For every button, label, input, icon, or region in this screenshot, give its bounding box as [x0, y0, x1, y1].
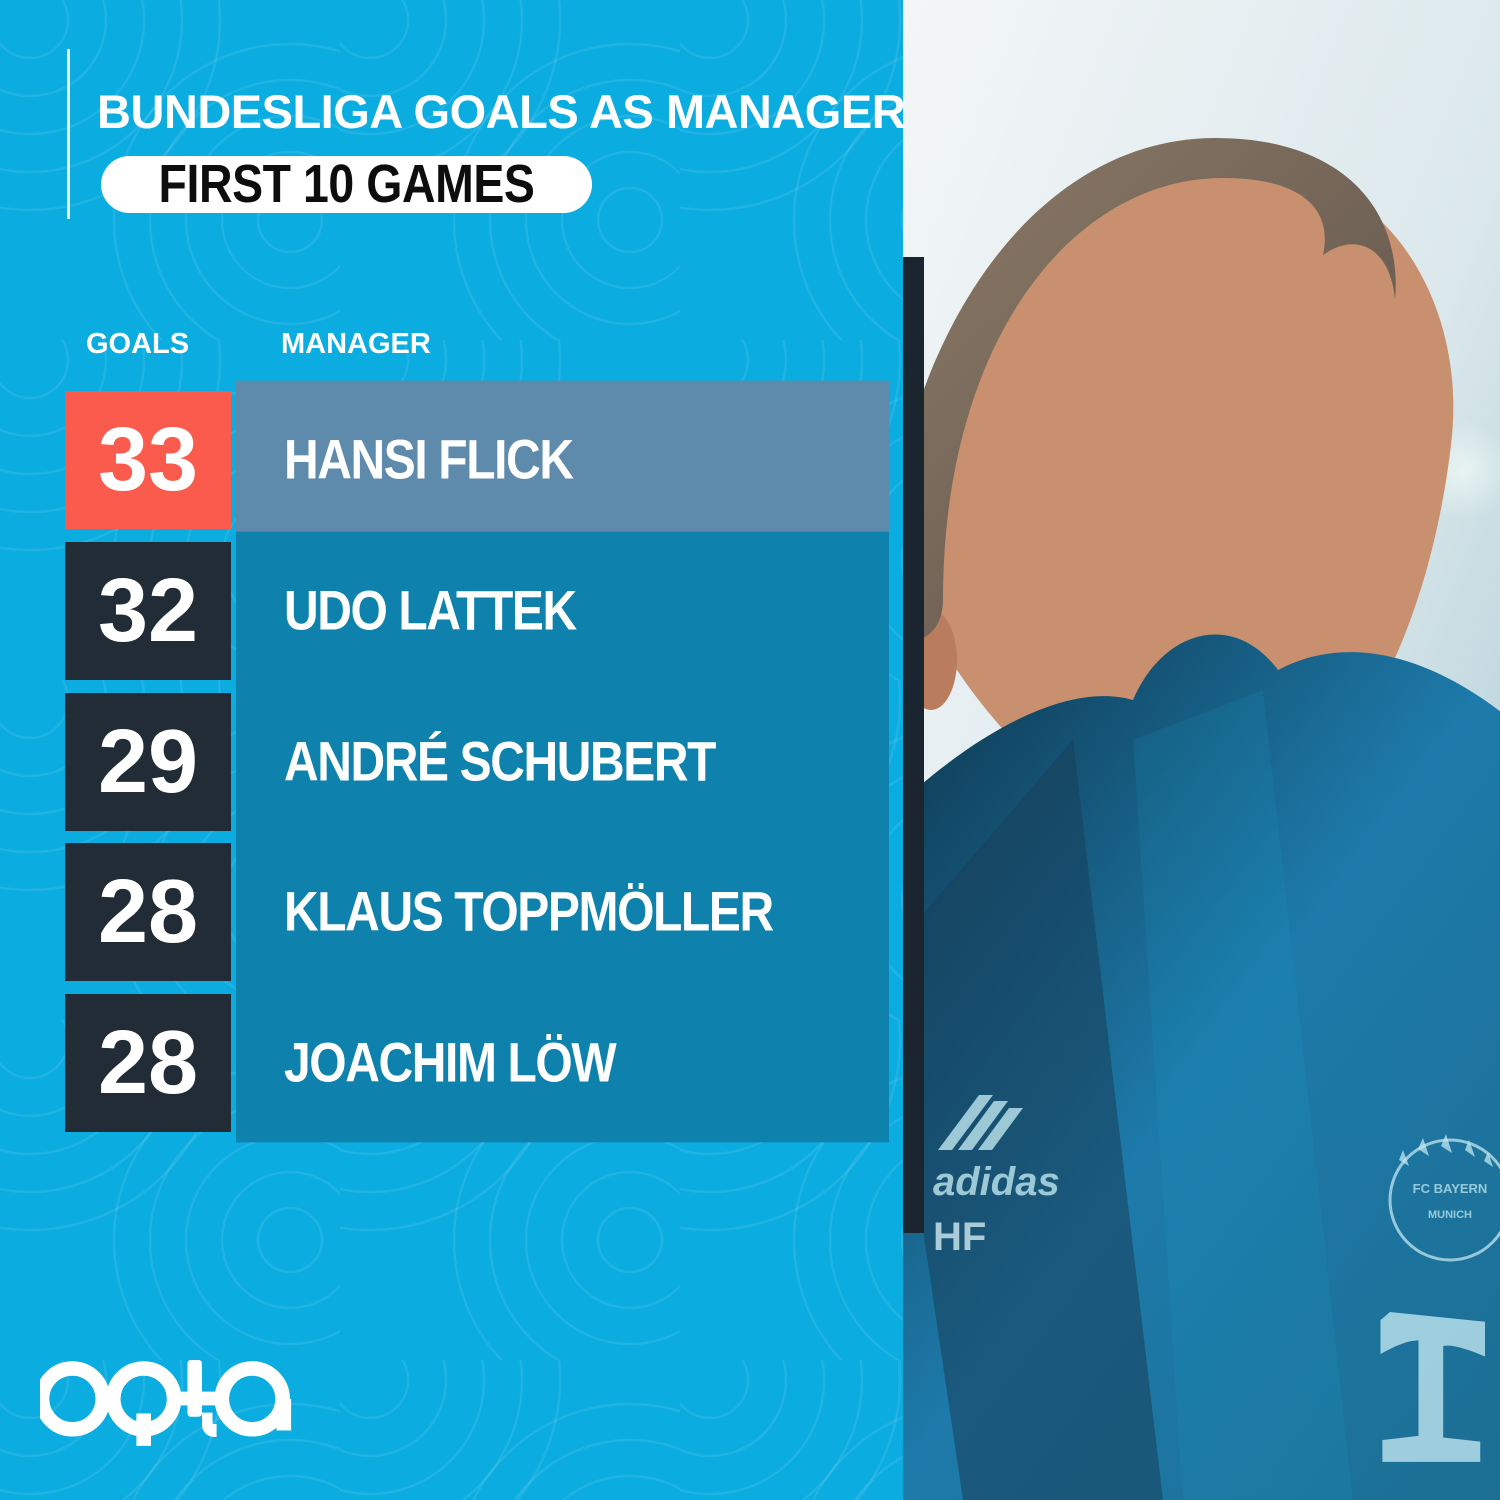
svg-text:adidas: adidas	[933, 1160, 1060, 1204]
svg-text:FC BAYERN: FC BAYERN	[1413, 1181, 1488, 1196]
svg-text:MUNICH: MUNICH	[1428, 1209, 1472, 1221]
svg-text:HF: HF	[933, 1215, 986, 1259]
